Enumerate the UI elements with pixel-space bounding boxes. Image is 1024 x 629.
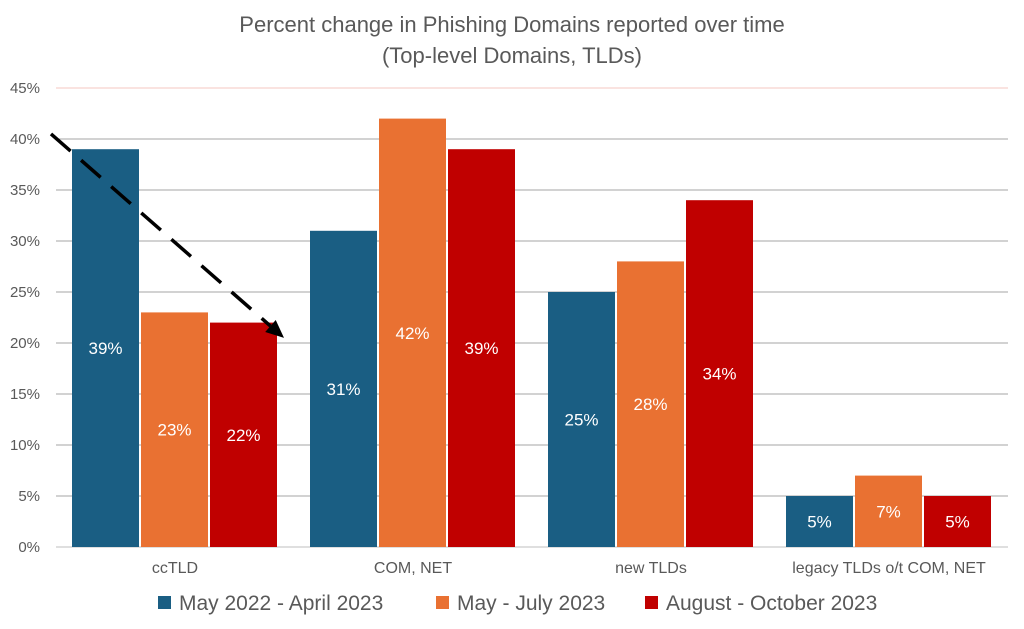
chart-subtitle: (Top-level Domains, TLDs)	[382, 43, 642, 68]
data-label: 42%	[395, 324, 429, 343]
data-label: 25%	[564, 411, 598, 430]
y-tick-label: 0%	[18, 539, 40, 556]
data-label: 39%	[464, 339, 498, 358]
y-tick-label: 10%	[10, 437, 40, 454]
bar	[617, 261, 684, 547]
bar	[379, 118, 446, 547]
legend-label: May 2022 - April 2023	[179, 592, 383, 615]
bar	[141, 312, 208, 547]
data-labels: 39% 23% 22% 31% 42% 39% 25% 28% 34% 5% 7% 5%	[88, 324, 969, 532]
legend: May 2022 - April 2023 May - July 2023 Augu…	[158, 592, 877, 615]
x-category-label: new TLDs	[615, 560, 687, 577]
bar	[786, 496, 853, 547]
legend-label: August - October 2023	[666, 592, 877, 615]
dashed-arrow-head	[265, 320, 284, 338]
x-axis-category-labels: ccTLD COM, NET new TLDs legacy TLDs o/t COM…	[152, 560, 986, 577]
y-tick-label: 15%	[10, 386, 40, 403]
y-tick-label: 40%	[10, 131, 40, 148]
y-tick-label: 20%	[10, 335, 40, 352]
data-label: 31%	[326, 380, 360, 399]
annotations	[49, 132, 284, 338]
bar	[855, 475, 922, 547]
x-category-label: legacy TLDs o/t COM, NET	[792, 560, 986, 577]
data-label: 7%	[876, 502, 901, 521]
chart-title: Percent change in Phishing Domains repor…	[239, 12, 784, 37]
data-label: 28%	[633, 395, 667, 414]
y-tick-label: 35%	[10, 182, 40, 199]
data-label: 34%	[702, 365, 736, 384]
y-axis-tick-labels: 0% 5% 10% 15% 20% 25% 30% 35% 40% 45%	[10, 80, 40, 556]
y-tick-label: 5%	[18, 488, 40, 505]
y-tick-label: 30%	[10, 233, 40, 250]
data-label: 22%	[226, 426, 260, 445]
bar	[548, 292, 615, 547]
legend-label: May - July 2023	[457, 592, 605, 615]
x-category-label: COM, NET	[374, 560, 452, 577]
bar	[924, 496, 991, 547]
bar	[686, 200, 753, 547]
legend-swatch	[158, 596, 171, 609]
dashed-arrow-line	[49, 132, 272, 328]
data-label: 23%	[157, 421, 191, 440]
data-label: 5%	[945, 513, 970, 532]
bar	[210, 322, 277, 547]
x-category-label: ccTLD	[152, 560, 198, 577]
data-label: 5%	[807, 513, 832, 532]
data-label: 39%	[88, 339, 122, 358]
bar	[448, 149, 515, 547]
bar	[310, 230, 377, 548]
bar	[72, 149, 139, 547]
legend-swatch	[436, 596, 449, 609]
y-tick-label: 45%	[10, 80, 40, 97]
bars	[72, 118, 991, 548]
y-tick-label: 25%	[10, 284, 40, 301]
legend-swatch	[645, 596, 658, 609]
